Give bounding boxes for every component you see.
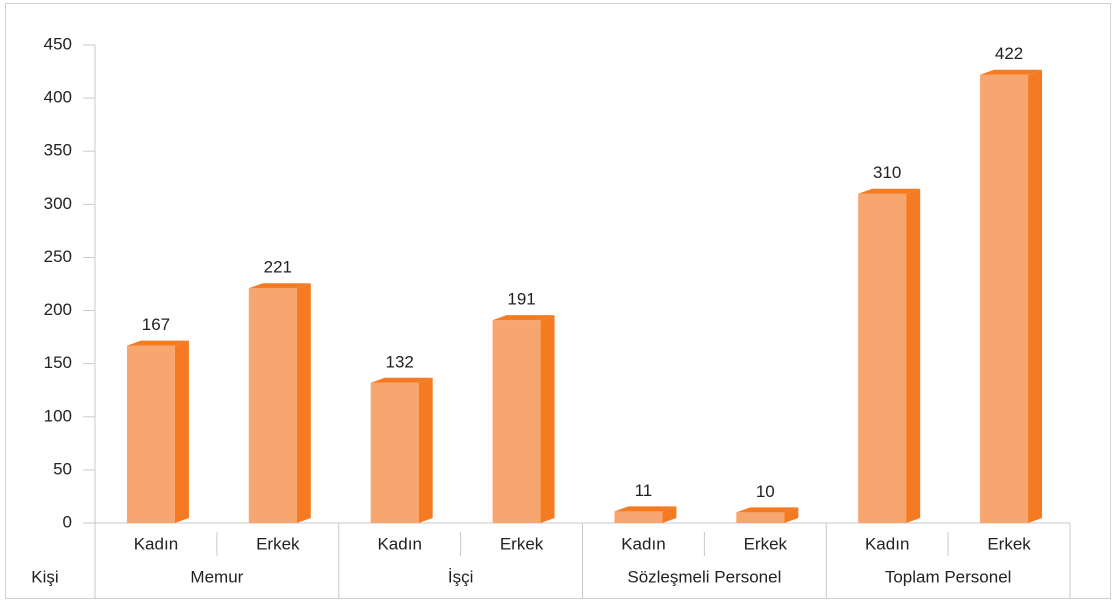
chart-frame: [5, 3, 1111, 599]
y-tick-label: 250: [44, 247, 72, 266]
x-tick-label: Kadın: [134, 534, 178, 553]
bar-top: [736, 507, 799, 513]
bar-side: [540, 315, 555, 523]
y-tick-label: 0: [63, 512, 72, 531]
bar-front: [126, 345, 175, 523]
bar-side: [418, 377, 433, 523]
bar-side: [784, 507, 799, 523]
bar-front: [492, 320, 541, 523]
group-label: İşçi: [448, 567, 474, 586]
bar: [370, 377, 433, 523]
bar: [614, 506, 677, 523]
x-tick-label: Erkek: [500, 534, 544, 553]
bar-front: [248, 288, 297, 523]
bar-side: [296, 283, 311, 523]
value-label: 167: [142, 315, 170, 334]
bar-side: [662, 506, 677, 523]
group-label: Memur: [190, 567, 243, 586]
bar-front: [370, 382, 419, 523]
x-tick-label: Kadın: [865, 534, 909, 553]
bar-top: [126, 340, 189, 346]
bar-top: [370, 377, 433, 383]
bar-side: [174, 340, 189, 523]
bar-side: [906, 188, 921, 523]
group-label: Sözleşmeli Personel: [627, 567, 781, 586]
value-label: 310: [873, 163, 901, 182]
y-axis-label: Kişi: [31, 567, 58, 586]
x-tick-label: Erkek: [256, 534, 300, 553]
bar-top: [858, 188, 921, 194]
value-label: 221: [264, 258, 292, 277]
value-label: 10: [756, 482, 775, 501]
y-tick-label: 200: [44, 300, 72, 319]
bar-top: [248, 283, 311, 289]
bar: [858, 188, 921, 523]
y-tick-label: 50: [53, 459, 72, 478]
y-tick-label: 350: [44, 141, 72, 160]
value-label: 191: [507, 290, 535, 309]
bar-side: [1028, 69, 1043, 524]
bar: [736, 507, 799, 523]
x-tick-label: Erkek: [744, 534, 788, 553]
bar-top: [980, 69, 1043, 75]
bar-top: [492, 315, 555, 321]
y-tick-label: 150: [44, 353, 72, 372]
bar-front: [858, 193, 907, 523]
bar: [248, 283, 311, 523]
value-label: 11: [635, 481, 653, 500]
bar-top: [614, 506, 677, 512]
x-tick-label: Erkek: [987, 534, 1031, 553]
y-tick-label: 100: [44, 406, 72, 425]
bar-front: [614, 511, 663, 523]
group-label: Toplam Personel: [885, 567, 1012, 586]
bar: [492, 315, 555, 523]
value-label: 132: [386, 352, 414, 371]
x-tick-label: Kadın: [621, 534, 665, 553]
y-tick-label: 400: [44, 88, 72, 107]
bar-front: [736, 512, 785, 523]
y-tick-label: 300: [44, 194, 72, 213]
bar-front: [980, 74, 1029, 524]
bar: [126, 340, 189, 523]
x-tick-label: Kadın: [377, 534, 421, 553]
y-tick-label: 450: [44, 34, 72, 53]
value-label: 422: [995, 44, 1023, 63]
bar: [980, 69, 1043, 524]
